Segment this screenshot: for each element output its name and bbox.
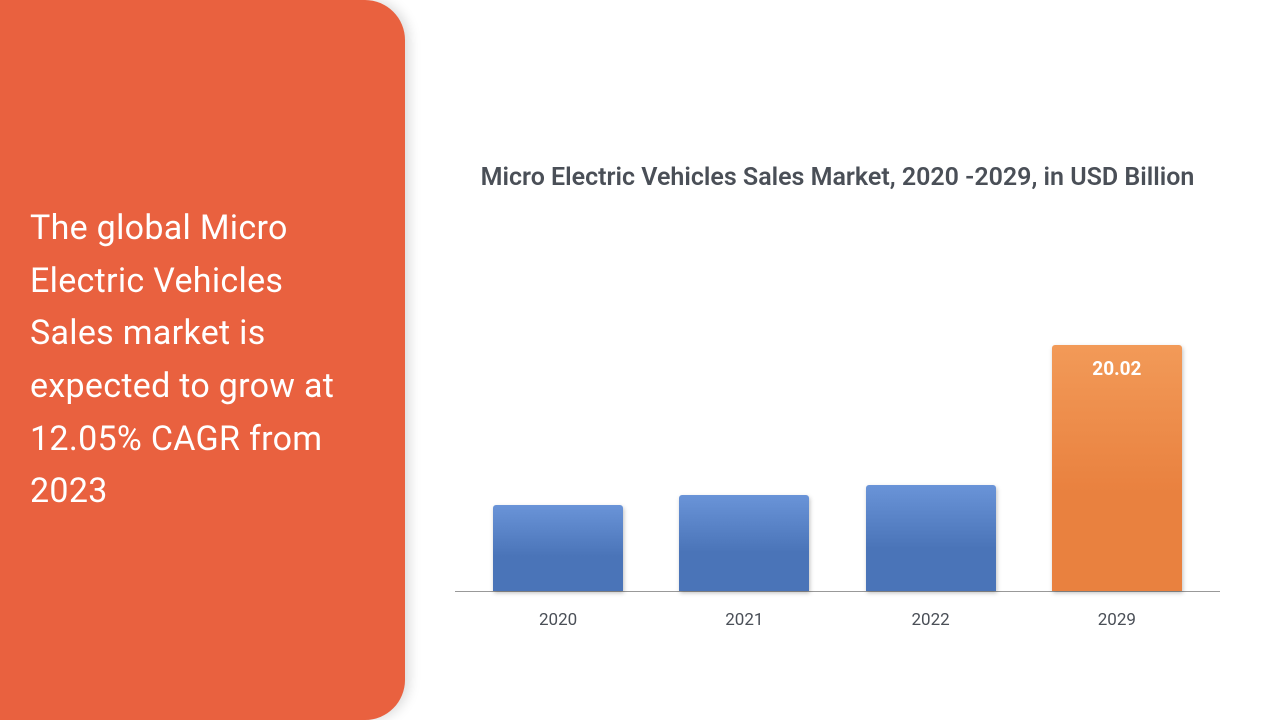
left-panel: The global Micro Electric Vehicles Sales… (0, 0, 405, 720)
slide-container: The global Micro Electric Vehicles Sales… (0, 0, 1280, 720)
chart-title: Micro Electric Vehicles Sales Market, 20… (455, 160, 1220, 195)
x-label: 2020 (476, 610, 640, 630)
bar-value-label: 20.02 (1052, 357, 1182, 380)
bar-2029: 20.02 (1052, 345, 1182, 591)
bar-slot: 20.02 (1035, 245, 1199, 591)
bar-slot (476, 245, 640, 591)
headline-text: The global Micro Electric Vehicles Sales… (30, 202, 365, 518)
bar-slot (662, 245, 826, 591)
x-axis-labels: 2020 2021 2022 2029 (455, 592, 1220, 630)
bar-2021 (679, 495, 809, 591)
bar-2022 (866, 485, 996, 591)
x-label: 2029 (1035, 610, 1199, 630)
chart-area: 20.02 2020 2021 2022 2029 (455, 245, 1220, 630)
bar-2020 (493, 505, 623, 591)
bar-slot (849, 245, 1013, 591)
x-label: 2022 (849, 610, 1013, 630)
bars-row: 20.02 (455, 245, 1220, 592)
chart-panel: Micro Electric Vehicles Sales Market, 20… (405, 0, 1280, 720)
x-label: 2021 (662, 610, 826, 630)
